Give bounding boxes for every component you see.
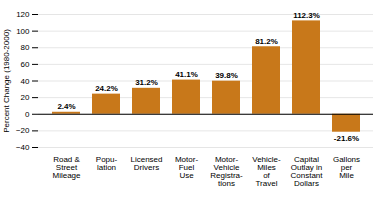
svg-text:39.8%: 39.8% (215, 71, 238, 80)
svg-text:81.2%: 81.2% (255, 37, 278, 46)
svg-text:Percent Change (1980-2000): Percent Change (1980-2000) (2, 29, 11, 133)
svg-text:0: 0 (25, 110, 30, 119)
svg-text:60: 60 (21, 60, 30, 69)
svg-text:-21.6%: -21.6% (334, 134, 359, 143)
svg-text:41.1%: 41.1% (175, 70, 198, 79)
svg-text:Motor-FuelUse: Motor-FuelUse (175, 155, 198, 180)
svg-text:CapitalOutlay inConstantDollar: CapitalOutlay inConstantDollars (290, 155, 323, 188)
svg-text:Vehicle-MilesofTravel: Vehicle-MilesofTravel (252, 155, 281, 188)
svg-text:20: 20 (21, 93, 30, 102)
svg-text:Popu-lation: Popu-lation (96, 155, 118, 172)
svg-text:24.2%: 24.2% (95, 84, 118, 93)
svg-text:GallonsperMile: GallonsperMile (333, 155, 360, 180)
svg-text:−40: −40 (16, 143, 30, 152)
svg-text:31.2%: 31.2% (135, 78, 158, 87)
svg-text:Motor-VehicleRegistra-tions: Motor-VehicleRegistra-tions (210, 155, 243, 188)
svg-text:100: 100 (16, 27, 30, 36)
svg-text:112.3%: 112.3% (293, 11, 320, 20)
svg-text:120: 120 (16, 10, 30, 19)
svg-text:Road &StreetMileage: Road &StreetMileage (52, 155, 81, 180)
svg-text:80: 80 (21, 43, 30, 52)
svg-text:2.4%: 2.4% (57, 102, 75, 111)
svg-text:−20: −20 (16, 126, 30, 135)
svg-text:LicensedDrivers: LicensedDrivers (130, 155, 162, 172)
svg-text:40: 40 (21, 77, 30, 86)
